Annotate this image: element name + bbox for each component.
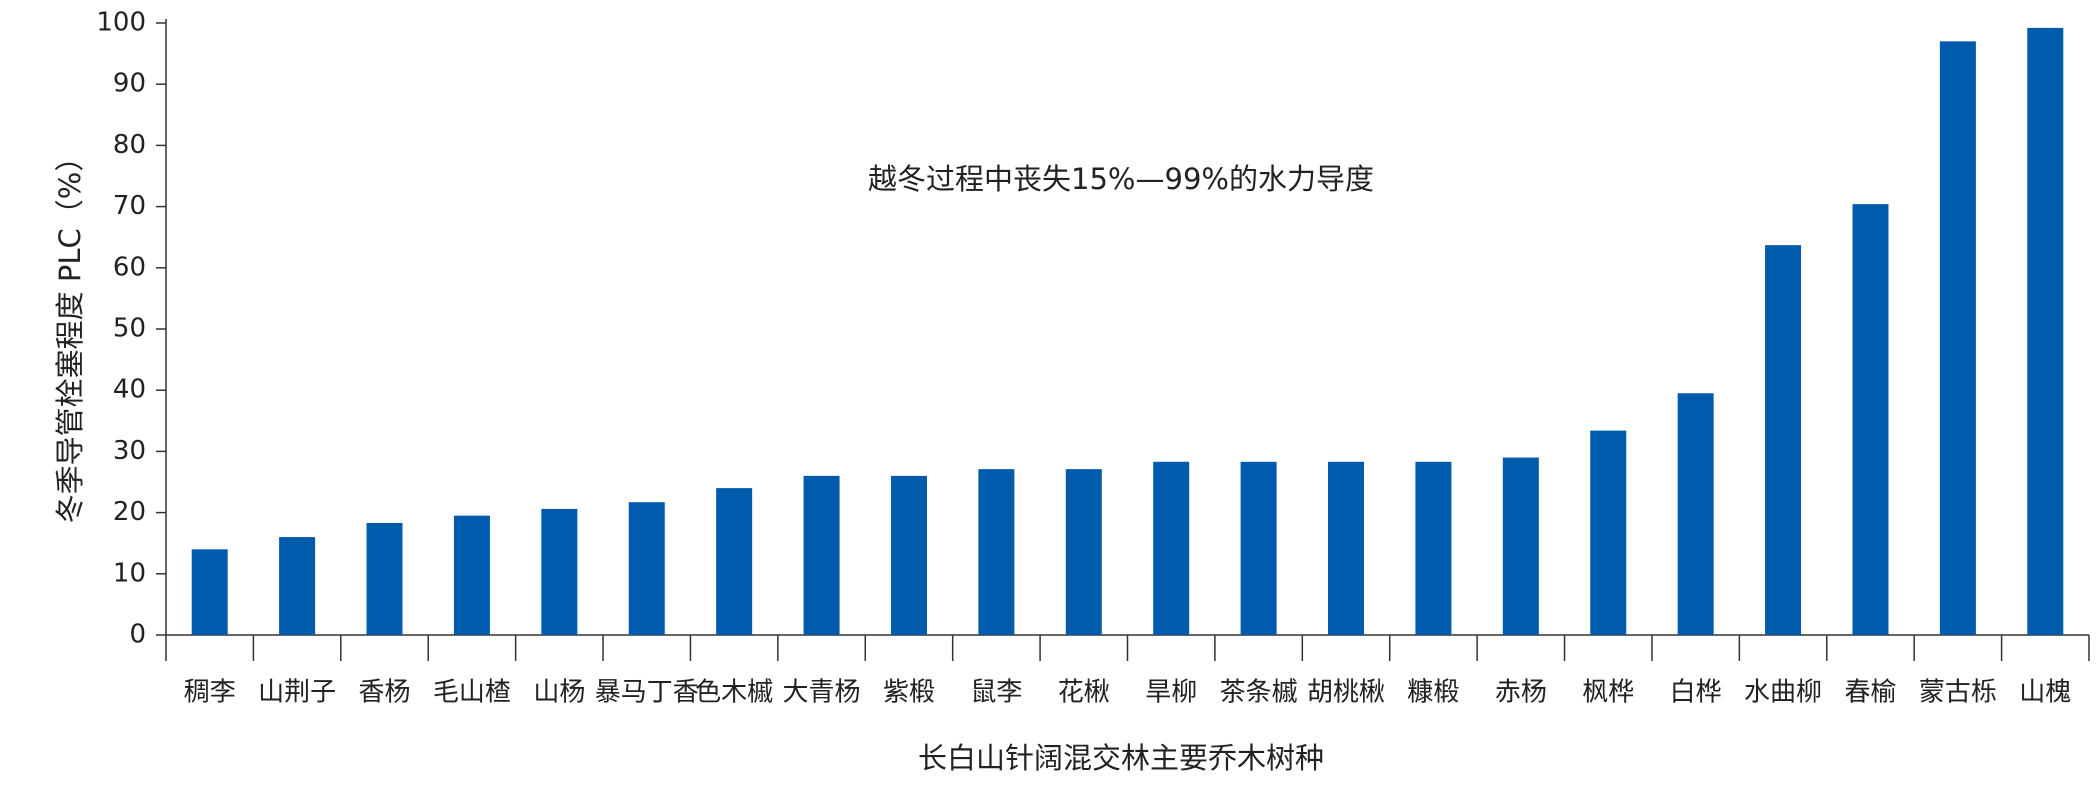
y-tick-label: 80 <box>113 130 146 160</box>
x-tick-label: 白桦 <box>1670 678 1722 708</box>
bar <box>890 475 927 635</box>
bar <box>191 549 228 635</box>
x-tick-label: 春榆 <box>1844 678 1896 708</box>
bar <box>803 475 840 635</box>
y-tick-label: 90 <box>113 69 146 99</box>
x-tick-label: 色木槭 <box>695 678 773 708</box>
y-tick-label: 100 <box>96 8 146 38</box>
bar <box>1852 204 1889 636</box>
y-tick-label: 20 <box>113 497 146 527</box>
x-tick-label: 枫桦 <box>1582 678 1634 708</box>
bar <box>1153 461 1190 635</box>
y-tick-label: 60 <box>113 252 146 282</box>
x-tick-label: 香杨 <box>359 678 411 708</box>
x-tick-label: 大青杨 <box>783 678 861 708</box>
bar <box>1765 245 1802 635</box>
bar <box>453 515 490 635</box>
bar <box>628 502 665 635</box>
x-tick-label: 山槐 <box>2019 678 2071 708</box>
y-tick-label: 30 <box>113 436 146 466</box>
x-tick-label: 暴马丁香 <box>595 678 699 708</box>
x-tick-label: 蒙古栎 <box>1919 678 1997 708</box>
bar <box>978 469 1015 635</box>
bar <box>1328 461 1365 635</box>
x-tick-label: 花楸 <box>1058 678 1110 708</box>
y-tick-label: 0 <box>129 620 146 650</box>
x-tick-label: 茶条槭 <box>1220 678 1298 708</box>
y-tick-label: 40 <box>113 375 146 405</box>
y-axis-title: 冬季导管栓塞程度 PLC（%） <box>53 143 87 524</box>
bar <box>1502 457 1539 635</box>
x-tick-label: 山荆子 <box>258 678 336 708</box>
bar <box>2027 27 2064 636</box>
bar <box>1415 461 1452 635</box>
x-axis-title: 长白山针阔混交林主要乔木树种 <box>918 741 1324 775</box>
x-tick-label: 水曲柳 <box>1744 678 1822 708</box>
x-tick-label: 赤杨 <box>1495 678 1547 708</box>
bar <box>541 508 578 635</box>
bar <box>1939 41 1976 636</box>
annotation: 越冬过程中丧失15%—99%的水力导度 <box>868 162 1374 196</box>
x-tick-label: 鼠李 <box>970 678 1022 708</box>
x-tick-label: 糠椴 <box>1407 678 1459 708</box>
y-tick-label: 50 <box>113 314 146 344</box>
x-tick-label: 紫椴 <box>883 678 935 708</box>
bar <box>1240 461 1277 635</box>
y-tick-label: 70 <box>113 191 146 221</box>
x-tick-label: 毛山楂 <box>433 678 511 708</box>
x-tick-label: 山杨 <box>533 678 585 708</box>
bar <box>279 537 316 635</box>
x-tick-label: 胡桃楸 <box>1307 678 1385 708</box>
bar <box>1590 430 1627 635</box>
x-tick-label: 旱柳 <box>1145 678 1197 708</box>
bar <box>716 488 753 635</box>
bar <box>366 523 403 635</box>
x-tick-label: 稠李 <box>184 678 236 708</box>
bar <box>1065 469 1102 635</box>
y-tick-label: 10 <box>113 558 146 588</box>
bar <box>1677 393 1714 635</box>
